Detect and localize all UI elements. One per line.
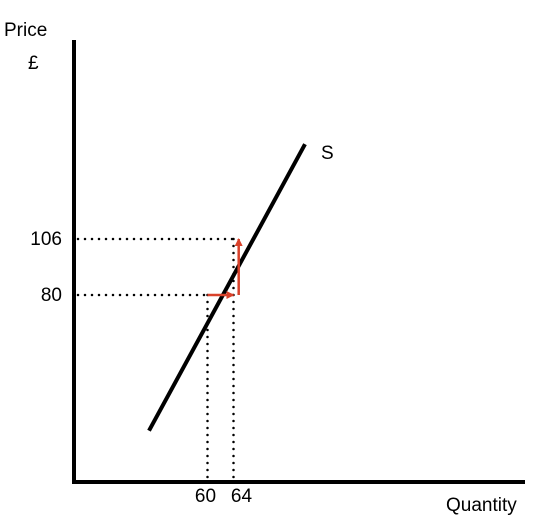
y-tick-label-106: 106 bbox=[30, 229, 62, 250]
x-axis-title: Quantity bbox=[446, 495, 517, 516]
x-tick-label-60: 60 bbox=[195, 486, 216, 507]
y-tick-label-80: 80 bbox=[41, 285, 62, 306]
y-axis-title: Price bbox=[4, 20, 47, 41]
supply-curve-label: S bbox=[321, 143, 334, 164]
x-tick-label-64: 64 bbox=[231, 486, 253, 507]
supply-curve bbox=[147, 143, 307, 432]
y-axis-unit: £ bbox=[28, 53, 39, 74]
